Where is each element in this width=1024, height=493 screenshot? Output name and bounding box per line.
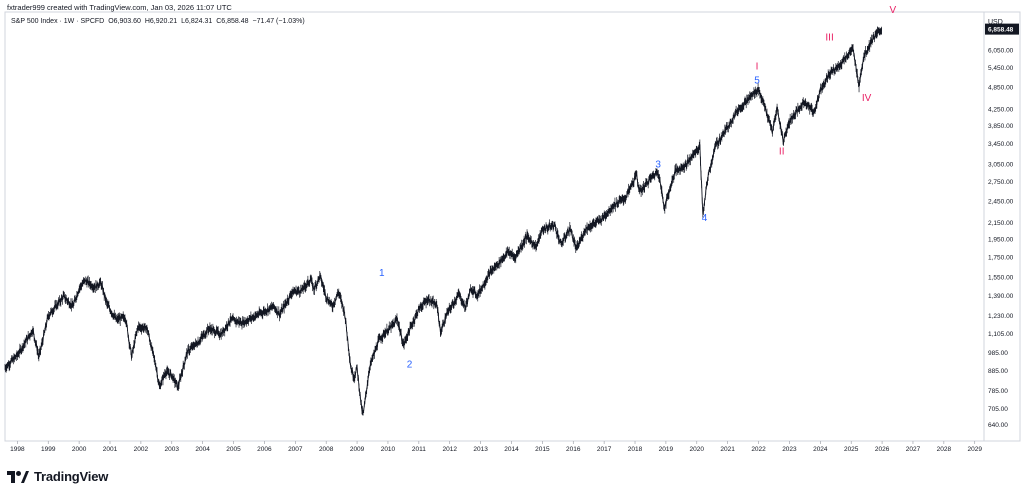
x-tick-label: 2018 — [628, 446, 643, 453]
y-tick-label: 1,950.00 — [988, 236, 1014, 243]
wave-label: 1 — [379, 268, 385, 279]
x-tick-label: 2016 — [566, 446, 581, 453]
x-tick-label: 2021 — [720, 446, 735, 453]
x-tick-label: 2001 — [103, 446, 118, 453]
y-tick-label: 6,050.00 — [988, 48, 1014, 55]
y-tick-label: 2,450.00 — [988, 198, 1014, 205]
x-tick-label: 2008 — [319, 446, 334, 453]
x-tick-label: 2014 — [504, 446, 519, 453]
x-tick-label: 2028 — [937, 446, 952, 453]
legend-high: H6,920.21 — [144, 18, 178, 25]
y-tick-label: 885.00 — [988, 368, 1008, 375]
series-line — [4, 29, 883, 414]
x-tick-label: 2029 — [968, 446, 983, 453]
legend-close: C6,858.48 — [216, 18, 249, 25]
x-tick-label: 2017 — [597, 446, 612, 453]
y-tick-label: 705.00 — [988, 406, 1008, 413]
chart-credit: fxtrader999 created with TradingView.com… — [7, 3, 232, 12]
y-tick-label: 1,390.00 — [988, 293, 1014, 300]
wave-label: II — [779, 147, 785, 158]
x-tick-label: 2020 — [690, 446, 705, 453]
x-tick-label: 2006 — [257, 446, 272, 453]
y-tick-label: 1,105.00 — [988, 331, 1014, 338]
legend-low: L6,824.31 — [181, 18, 213, 25]
x-tick-label: 2025 — [844, 446, 859, 453]
last-price-tag — [985, 23, 1019, 35]
wave-label: 4 — [702, 213, 708, 224]
x-tick-label: 2023 — [782, 446, 797, 453]
x-tick-label: 2011 — [412, 446, 426, 453]
x-tick-label: 2027 — [906, 446, 921, 453]
y-tick-label: 1,550.00 — [988, 275, 1014, 282]
y-tick-label: 640.00 — [988, 422, 1008, 429]
series-wicks — [4, 26, 882, 416]
wave-label: 2 — [407, 360, 413, 371]
x-tick-label: 2012 — [442, 446, 457, 453]
tradingview-logo-icon — [7, 470, 29, 483]
x-tick-label: 2026 — [875, 446, 890, 453]
x-tick-label: 2004 — [195, 446, 210, 453]
y-tick-label: 1,750.00 — [988, 254, 1014, 261]
x-tick-label: 2009 — [350, 446, 365, 453]
x-tick-label: 2013 — [473, 446, 488, 453]
x-tick-label: 2010 — [381, 446, 396, 453]
plot-frame — [4, 11, 1021, 442]
wave-label: V — [890, 5, 897, 16]
x-tick-label: 2007 — [288, 446, 303, 453]
tradingview-logo: TradingView — [7, 469, 108, 484]
x-tick-label: 2015 — [535, 446, 550, 453]
y-tick-label: 4,250.00 — [988, 106, 1014, 113]
y-tick-label: 4,850.00 — [988, 84, 1014, 91]
last-price-label: 6,858.48 — [988, 27, 1014, 34]
wave-label: 3 — [655, 160, 661, 171]
currency-label: USD — [988, 19, 1003, 26]
tradingview-brand: TradingView — [34, 469, 109, 484]
y-tick-label: 785.00 — [988, 388, 1008, 395]
legend-symbol: S&P 500 Index · 1W · SPCFD — [11, 18, 105, 25]
legend-open: O6,903.60 — [108, 18, 141, 25]
wave-label: III — [825, 33, 833, 44]
y-tick-label: 985.00 — [988, 350, 1008, 357]
y-tick-label: 2,750.00 — [988, 179, 1014, 186]
x-tick-label: 2024 — [813, 446, 828, 453]
x-tick-label: 2000 — [72, 446, 87, 453]
y-tick-label: 2,150.00 — [988, 220, 1014, 227]
y-tick-label: 5,450.00 — [988, 65, 1014, 72]
y-tick-label: 3,850.00 — [988, 123, 1014, 130]
y-tick-label: 1,230.00 — [988, 313, 1014, 320]
symbol-legend: S&P 500 Index · 1W · SPCFD O6,903.60 H6,… — [11, 18, 307, 25]
x-tick-label: 2022 — [751, 446, 766, 453]
y-tick-label: 3,050.00 — [988, 162, 1014, 169]
x-tick-label: 2005 — [226, 446, 241, 453]
wave-label: 5 — [754, 75, 760, 86]
wave-label: IV — [862, 93, 872, 104]
x-tick-label: 2019 — [659, 446, 674, 453]
wave-label: I — [756, 62, 759, 73]
legend-change: −71.47 (−1.03%) — [252, 18, 305, 25]
x-tick-label: 2002 — [134, 446, 149, 453]
x-tick-label: 1998 — [10, 446, 25, 453]
x-tick-label: 2003 — [165, 446, 180, 453]
x-tick-label: 1999 — [41, 446, 56, 453]
y-tick-label: 3,450.00 — [988, 141, 1014, 148]
